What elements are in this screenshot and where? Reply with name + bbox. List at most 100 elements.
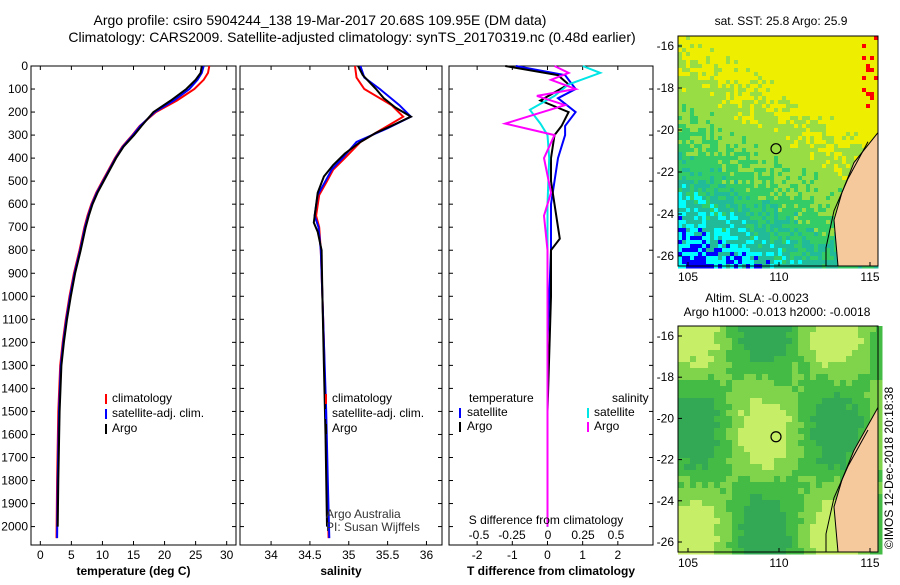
map-cell [710,104,715,109]
map-cell [786,542,793,549]
map-cell [830,184,835,189]
map-cell [790,192,795,197]
map-cell [774,240,779,245]
map-cell [702,132,707,137]
map-cell [720,344,727,351]
map-cell [834,172,839,177]
map-cell [714,404,721,411]
map-cell [846,164,851,169]
map-cell [720,506,727,513]
map-cell [702,112,707,117]
map-cell [734,212,739,217]
map-cell [810,132,815,137]
map-cell [822,404,829,411]
map-cell [758,160,763,165]
map-cell [702,232,707,237]
map-cell [710,100,715,105]
map-cell [758,52,763,57]
map-cell [714,152,719,157]
map-cell [866,72,871,77]
map-cell [858,80,863,85]
map-cell [782,164,787,169]
map-cell [802,144,807,149]
map-cell [822,506,829,513]
map-cell [690,380,697,387]
map-cell [774,326,781,333]
map-cell [758,228,763,233]
map-cell [826,116,831,121]
map-cell [762,100,767,105]
map-cell [744,416,751,423]
map-cell [806,152,811,157]
map-cell [714,68,719,73]
map-cell [782,124,787,129]
map-cell [786,196,791,201]
map-cell [710,124,715,129]
map-cell [738,160,743,165]
map-cell [822,476,829,483]
map-cell [682,44,687,49]
legend-label: satellite-adj. clim. [332,406,424,420]
map-cell [718,60,723,65]
map-cell [714,248,719,253]
map-cell [702,208,707,213]
map-cell [714,108,719,113]
map-cell [834,148,839,153]
map-cell [834,84,839,89]
map-cell [798,80,803,85]
map-cell [678,518,685,525]
map-cell [738,530,745,537]
map-cell [810,380,817,387]
lon-tick-label: 105 [678,270,698,284]
map-cell [756,404,763,411]
map-cell [696,404,703,411]
map-cell [726,374,733,381]
map-cell [846,84,851,89]
map-cell [816,350,823,357]
map-cell [870,120,875,125]
map-cell [794,240,799,245]
map-cell [734,124,739,129]
map-cell [786,524,793,531]
map-cell [750,84,755,89]
map-cell [756,548,763,555]
map-cell [756,524,763,531]
map-cell [726,220,731,225]
map-cell [762,548,769,555]
map-cell [802,120,807,125]
map-cell [678,196,683,201]
map-cell [826,192,831,197]
map-cell [802,208,807,213]
map-cell [742,80,747,85]
map-cell [786,536,793,543]
map-cell [768,356,775,363]
map-cell [702,76,707,81]
map-cell [866,132,871,137]
map-cell [758,80,763,85]
map-cell [738,200,743,205]
map-cell [830,160,835,165]
y-tick-label: 100 [8,82,28,96]
map-cell [818,160,823,165]
map-cell [702,212,707,217]
map-cell [702,434,709,441]
map-cell [850,68,855,73]
map-cell [694,196,699,201]
map-cell [754,116,759,121]
map-cell [706,152,711,157]
plot-frame [30,65,237,546]
map-cell [842,176,847,181]
map-cell [774,140,779,145]
map-cell [766,228,771,233]
map-cell [810,128,815,133]
map-cell [770,136,775,141]
map-cell [714,398,721,405]
map-cell [714,494,721,501]
map-cell [732,536,739,543]
map-cell [714,542,721,549]
map-cell [816,530,823,537]
map-cell [822,204,827,209]
map-cell [802,236,807,241]
map-cell [718,244,723,249]
second-axis-tick-label: -0.25 [498,528,526,542]
